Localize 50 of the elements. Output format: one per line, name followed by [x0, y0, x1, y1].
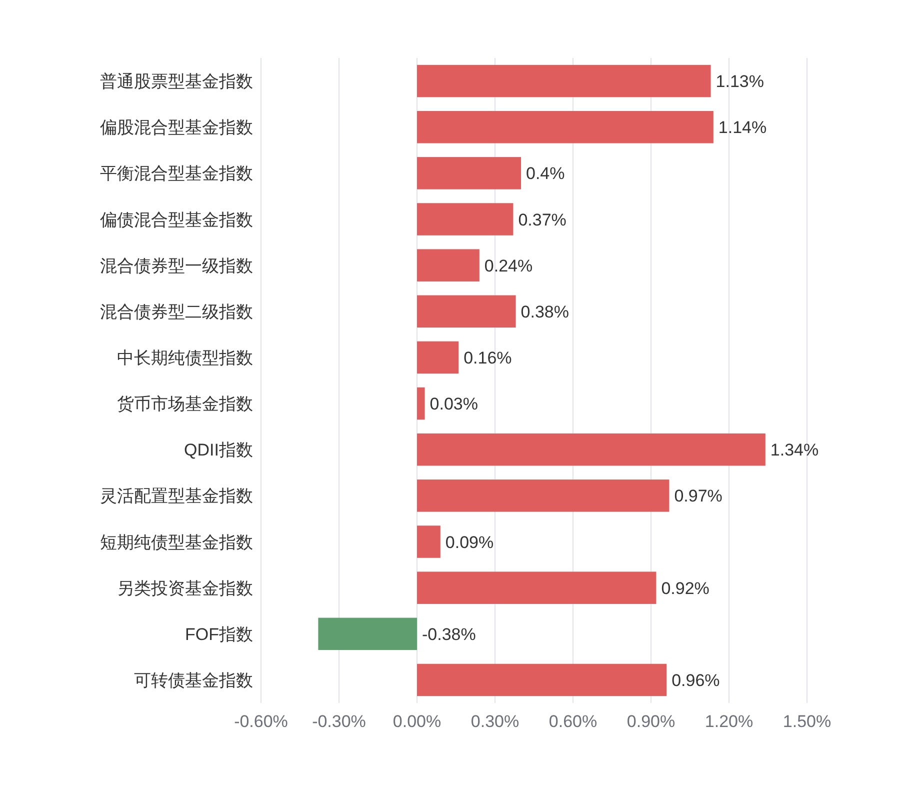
y-tick-label: 普通股票型基金指数	[100, 72, 253, 92]
data-label: 0.4%	[526, 164, 565, 184]
y-tick-label: 平衡混合型基金指数	[100, 164, 253, 184]
data-label: 0.09%	[445, 532, 494, 552]
data-label: 0.24%	[484, 256, 533, 276]
x-tick-label: 0.60%	[548, 712, 598, 731]
bar	[417, 249, 480, 282]
bar	[417, 387, 425, 420]
y-tick-label: 混合债券型二级指数	[100, 302, 253, 322]
y-tick-label: 短期纯债型基金指数	[100, 532, 253, 552]
bar	[417, 110, 714, 144]
bar	[417, 203, 514, 236]
x-tick-label: 1.50%	[782, 712, 832, 731]
data-label: 1.13%	[716, 72, 764, 92]
bar	[417, 295, 516, 328]
x-tick-label: 0.00%	[392, 712, 442, 731]
bar	[417, 572, 656, 604]
data-label: 0.03%	[430, 394, 478, 414]
bar	[417, 341, 459, 374]
data-label: -0.38%	[422, 624, 476, 644]
x-tick-label: 0.30%	[470, 712, 520, 731]
y-tick-label: 货币市场基金指数	[117, 394, 253, 414]
bar	[417, 157, 521, 190]
y-tick-label: 灵活配置型基金指数	[100, 486, 253, 506]
bar	[417, 664, 667, 696]
y-tick-label: 可转债基金指数	[134, 670, 253, 690]
y-tick-label: FOF指数	[185, 624, 253, 644]
data-label: 1.34%	[770, 440, 819, 460]
x-tick-label: -0.30%	[312, 712, 366, 731]
bar	[417, 433, 766, 466]
y-tick-label: QDII指数	[184, 440, 253, 460]
bar	[417, 526, 440, 558]
x-tick-label: -0.60%	[234, 712, 288, 731]
data-label: 0.16%	[464, 348, 512, 368]
y-tick-label: 另类投资基金指数	[117, 578, 253, 598]
x-tick-label: 1.20%	[704, 712, 754, 731]
data-label: 0.96%	[672, 670, 720, 690]
y-tick-label: 中长期纯债型指数	[117, 348, 253, 368]
data-label: 0.38%	[520, 302, 570, 322]
data-label: 0.37%	[518, 210, 566, 230]
data-label: 0.92%	[661, 578, 710, 598]
y-tick-label: 偏债混合型基金指数	[100, 210, 253, 230]
x-tick-label: 0.90%	[626, 712, 676, 731]
data-label: 0.97%	[674, 486, 722, 506]
bar	[417, 480, 670, 512]
bar	[318, 618, 417, 650]
data-label: 1.14%	[718, 118, 767, 138]
y-tick-label: 混合债券型一级指数	[100, 256, 253, 276]
y-tick-label: 偏股混合型基金指数	[100, 118, 253, 138]
bar	[417, 64, 711, 98]
